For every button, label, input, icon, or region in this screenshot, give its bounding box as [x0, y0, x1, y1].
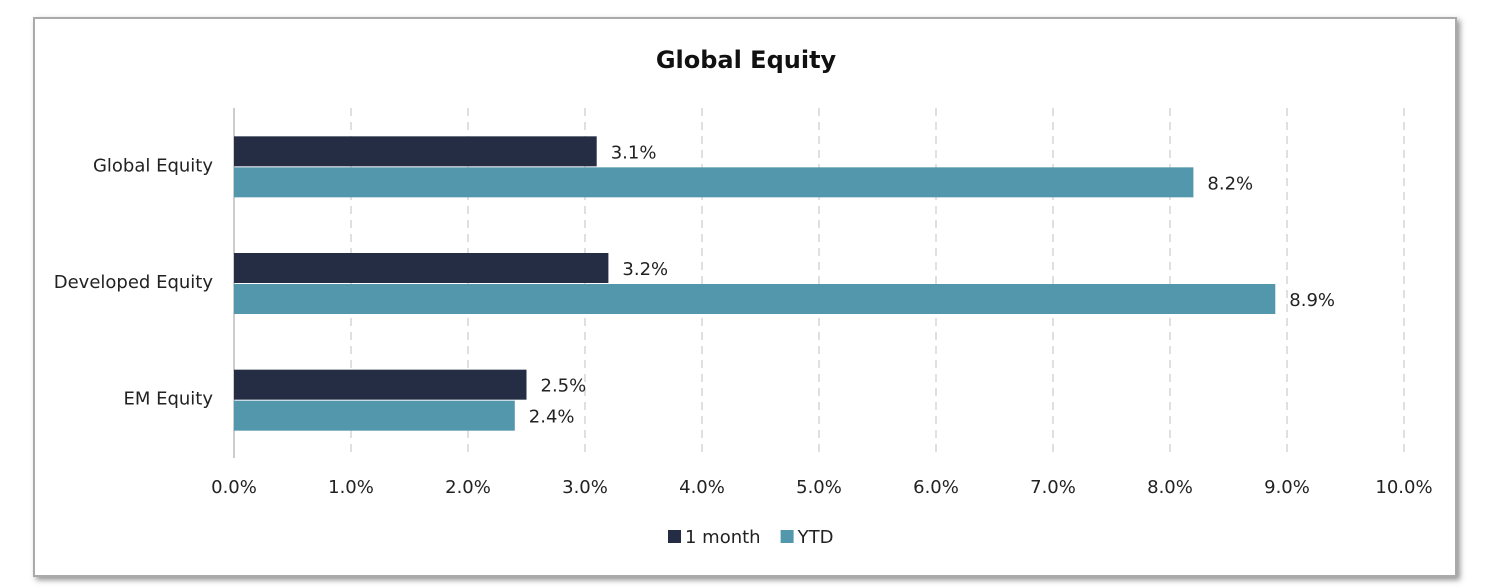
data-label: 2.5%	[541, 376, 587, 397]
data-label: 3.1%	[611, 142, 657, 163]
x-tick-label: 5.0%	[796, 477, 842, 498]
data-label: 3.2%	[622, 259, 668, 280]
data-label: 2.4%	[529, 407, 575, 428]
data-label: 8.9%	[1289, 290, 1335, 311]
x-tick-label: 9.0%	[1264, 477, 1310, 498]
x-tick-label: 7.0%	[1030, 477, 1076, 498]
x-tick-label: 8.0%	[1147, 477, 1193, 498]
bar	[234, 167, 1194, 198]
x-tick-label: 0.0%	[211, 477, 257, 498]
x-tick-label: 1.0%	[328, 477, 374, 498]
legend-label: YTD	[797, 527, 834, 548]
data-label: 8.2%	[1207, 173, 1253, 194]
legend-swatch	[780, 530, 794, 543]
y-tick-label: Global Equity	[93, 155, 213, 176]
bar	[234, 369, 527, 400]
bar	[234, 284, 1276, 314]
bar	[234, 400, 515, 431]
y-tick-label: EM Equity	[123, 389, 213, 410]
chart-title: Global Equity	[656, 46, 837, 74]
x-tick-label: 4.0%	[679, 477, 725, 498]
bar	[234, 253, 609, 283]
legend-swatch	[668, 530, 681, 543]
legend-label: 1 month	[685, 527, 761, 548]
bar	[234, 136, 597, 167]
x-tick-label: 10.0%	[1375, 477, 1432, 498]
x-tick-label: 2.0%	[445, 477, 491, 498]
y-tick-label: Developed Equity	[54, 272, 214, 293]
x-tick-label: 3.0%	[562, 477, 608, 498]
x-tick-label: 6.0%	[913, 477, 959, 498]
